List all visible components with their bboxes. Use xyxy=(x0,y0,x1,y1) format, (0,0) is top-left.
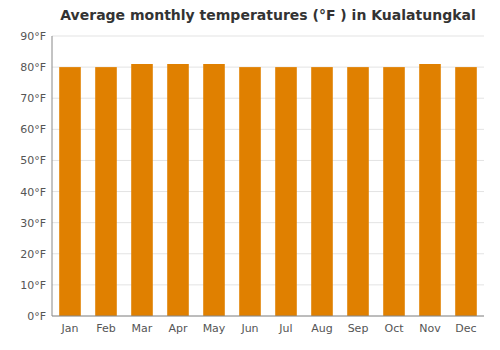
x-tick-label: Dec xyxy=(455,322,476,335)
y-axis-line xyxy=(52,36,53,316)
bar xyxy=(455,67,477,316)
bar xyxy=(239,67,261,316)
x-tick-label: Jul xyxy=(278,322,292,335)
bar xyxy=(275,67,297,316)
x-tick-label: Oct xyxy=(384,322,404,335)
bar xyxy=(167,64,189,316)
y-tick-label: 20°F xyxy=(20,248,46,261)
x-tick-label: Mar xyxy=(132,322,153,335)
y-tick-label: 10°F xyxy=(20,279,46,292)
x-tick-label: Jan xyxy=(61,322,79,335)
y-tick-label: 30°F xyxy=(20,217,46,230)
y-tick-label: 40°F xyxy=(20,186,46,199)
bar xyxy=(95,67,117,316)
x-axis: Jan Feb Mar Apr May Jun Jul Aug Sep Oct Nov Dec xyxy=(61,322,477,335)
x-tick-label: Feb xyxy=(96,322,115,335)
x-tick-label: May xyxy=(203,322,226,335)
y-tick-label: 50°F xyxy=(20,154,46,167)
bar xyxy=(347,67,369,316)
y-tick-label: 60°F xyxy=(20,123,46,136)
chart: Average monthly temperatures (°F ) in Ku… xyxy=(0,0,500,350)
bar xyxy=(59,67,81,316)
y-tick-label: 80°F xyxy=(20,61,46,74)
x-tick-label: Sep xyxy=(348,322,369,335)
x-tick-label: Jun xyxy=(240,322,258,335)
grid-line xyxy=(52,316,484,317)
grid-line xyxy=(52,36,484,37)
chart-container: Average monthly temperatures (°F ) in Ku… xyxy=(0,0,500,350)
x-tick-label: Nov xyxy=(419,322,441,335)
bar xyxy=(203,64,225,316)
bar xyxy=(383,67,405,316)
y-axis: 0°F 10°F 20°F 30°F 40°F 50°F 60°F 70°F 80°F 90°F xyxy=(20,30,484,323)
bar xyxy=(131,64,153,316)
y-tick-label: 70°F xyxy=(20,92,46,105)
x-tick-label: Aug xyxy=(311,322,332,335)
x-tick-label: Apr xyxy=(168,322,188,335)
y-tick-label: 0°F xyxy=(27,310,46,323)
bar xyxy=(311,67,333,316)
bar xyxy=(419,64,441,316)
bars xyxy=(59,64,477,316)
x-axis-line xyxy=(52,316,484,317)
title: Average monthly temperatures (°F ) in Ku… xyxy=(60,7,475,23)
y-tick-label: 90°F xyxy=(20,30,46,43)
